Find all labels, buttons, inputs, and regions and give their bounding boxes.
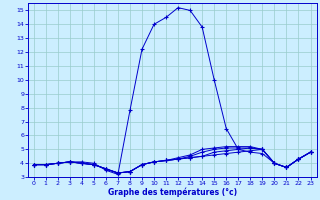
X-axis label: Graphe des températures (°c): Graphe des températures (°c) — [108, 187, 236, 197]
